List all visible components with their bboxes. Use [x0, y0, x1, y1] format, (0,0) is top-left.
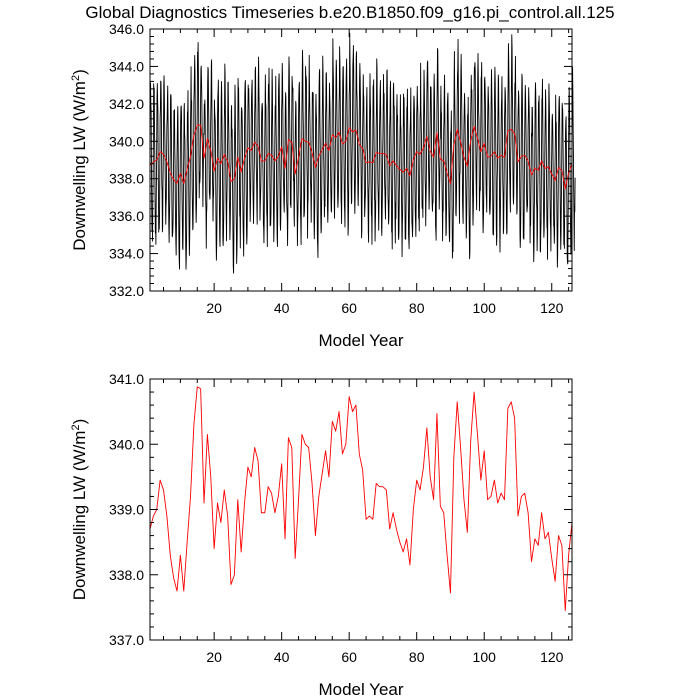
chart-title: Global Diagnostics Timeseries b.e20.B185… [85, 3, 614, 22]
x-axis-title: Model Year [318, 680, 403, 699]
y-axis-title: Downwelling LW (W/m2) [70, 419, 89, 601]
x-tick-label: 20 [206, 649, 222, 665]
plot-frame [149, 378, 573, 641]
y-tick-label: 342.0 [109, 96, 144, 112]
x-tick-label: 60 [341, 649, 357, 665]
x-axis-title: Model Year [318, 331, 403, 350]
plot-frame [149, 28, 573, 292]
y-tick-label: 346.0 [109, 21, 144, 37]
y-tick-label: 340.0 [109, 436, 144, 452]
y-tick-label: 341.0 [109, 371, 144, 387]
y-tick-label: 338.0 [109, 567, 144, 583]
y-tick-label: 344.0 [109, 58, 144, 74]
axis-ticks [150, 28, 572, 292]
annual-mean-panel: 20 40 60 80 100 120337.0338.0339.0340.0341.0 … [70, 371, 573, 699]
x-tick-label: 80 [409, 300, 425, 316]
x-tick-label: 100 [473, 649, 497, 665]
y-tick-label: 340.0 [109, 133, 144, 149]
x-tick-label: 120 [540, 649, 564, 665]
y-tick-label: 337.0 [109, 632, 144, 648]
x-tick-label: 80 [409, 649, 425, 665]
x-tick-label: 40 [274, 300, 290, 316]
monthly-series-line [149, 32, 576, 274]
y-tick-label: 338.0 [109, 171, 144, 187]
monthly-timeseries-panel: 20 40 60 80 100 120 332.0 334.0 336.0 338.0 340.0 3… [70, 21, 576, 350]
y-tick-label: 339.0 [109, 502, 144, 518]
plot-series-group [149, 386, 573, 612]
x-tick-label: 60 [341, 300, 357, 316]
y-tick-label: 334.0 [109, 246, 144, 262]
x-tick-label: 120 [540, 300, 564, 316]
annual-mean-series-line [149, 386, 573, 612]
x-tick-label: 40 [274, 649, 290, 665]
annual-mean-series-line [149, 124, 573, 190]
x-tick-label: 100 [473, 300, 497, 316]
tick-labels: 20 40 60 80 100 120 337.0 338.0 339.0 340.0 341.0 [109, 371, 564, 665]
plot-series-group [149, 32, 576, 274]
y-axis-title: Downwelling LW (W/m2) [70, 69, 89, 251]
axis-ticks [150, 378, 572, 641]
y-tick-label: 336.0 [109, 208, 144, 224]
y-tick-label: 332.0 [109, 283, 144, 299]
x-tick-label: 20 [206, 300, 222, 316]
tick-labels: 20 40 60 80 100 120 332.0 334.0 336.0 338.0 340.0 3… [109, 21, 564, 316]
